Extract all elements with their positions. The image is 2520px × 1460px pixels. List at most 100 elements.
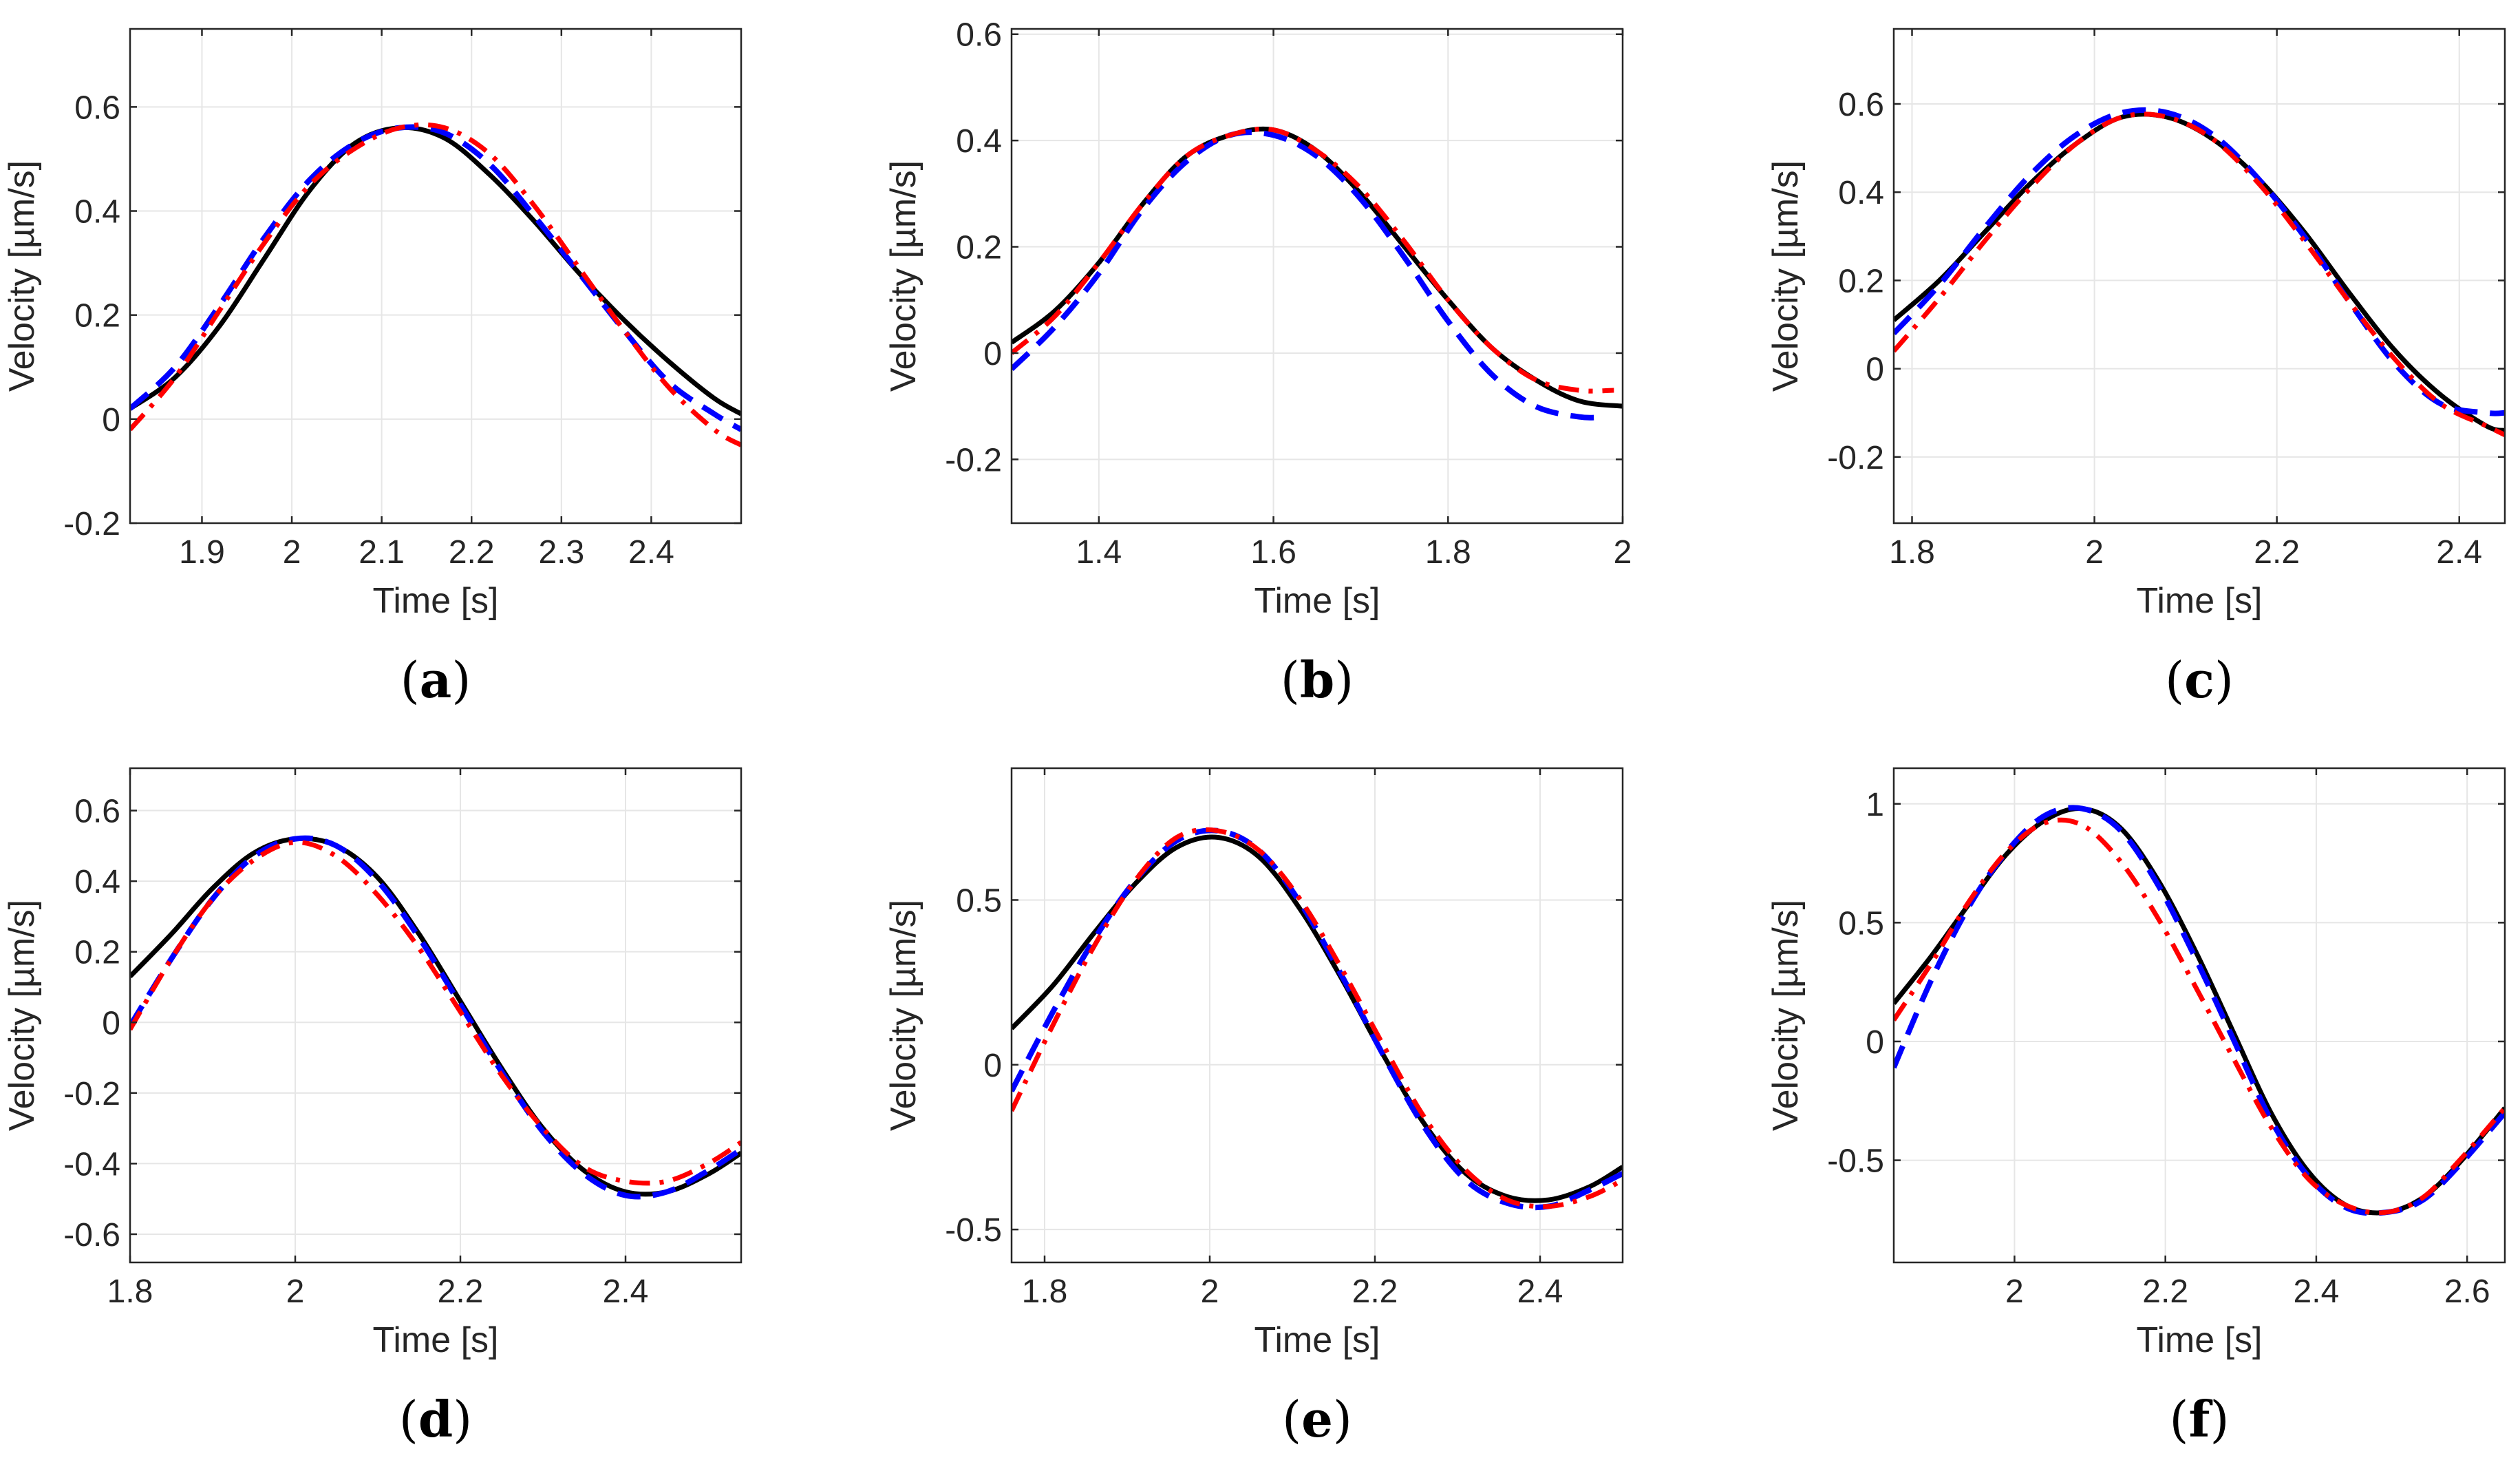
y-tick-label: 0.6 (74, 794, 120, 830)
y-axis-label: Velocity [µm/s] (2, 160, 42, 392)
y-tick-label: 0.4 (74, 194, 120, 231)
x-tick-label: 2 (286, 1273, 305, 1310)
x-tick-label: 2.2 (449, 534, 495, 571)
x-tick-label: 2 (1201, 1273, 1219, 1310)
chart-panel-d: 1.8 2 2.2 2.4 -0.6 -0.4 -0.2 0 0.2 0.4 0.6 Time [s]… (2, 767, 743, 1448)
y-tick-label: 0.6 (74, 89, 120, 126)
plot-area-frame (1892, 28, 2506, 525)
y-tick-label: -0.2 (945, 442, 1002, 478)
x-axis-label: Time [s] (373, 1320, 499, 1360)
x-axis-label: Time [s] (1254, 1320, 1380, 1360)
panel-label: (a) (401, 650, 471, 709)
y-tick-label: 0.6 (956, 17, 1002, 54)
y-tick-label: -0.5 (945, 1212, 1002, 1249)
y-tick-label: 0.4 (956, 123, 1002, 160)
panel-label: (f) (2169, 1390, 2229, 1448)
y-axis-label: Velocity [µm/s] (884, 160, 923, 392)
x-tick-label: 2 (283, 534, 301, 571)
x-tick-label: 2 (2005, 1273, 2024, 1310)
x-tick-label: 2.4 (2436, 534, 2482, 571)
series-line-red-dash-dot (1894, 817, 2505, 1216)
x-tick-label: 2.4 (1517, 1273, 1563, 1310)
x-tick-label: 1.4 (1076, 534, 1122, 571)
series-line-red-dash-dot (1012, 827, 1623, 1209)
x-tick-label: 2.1 (359, 534, 405, 571)
y-axis-label: Velocity [µm/s] (1766, 160, 1806, 392)
chart-panel-f: 2 2.2 2.4 2.6 -0.5 0 0.5 1 Time [s] Velocity [µm/… (1766, 767, 2506, 1448)
series-line-black-solid (1012, 834, 1623, 1203)
chart-panel-b: 1.4 1.6 1.8 2 -0.2 0 0.2 0.4 0.6 Time [s] Velocity… (884, 17, 1632, 709)
plot-area-frame (1010, 767, 1624, 1264)
y-tick-label: 0.5 (956, 882, 1002, 919)
x-tick-label: 1.9 (179, 534, 225, 571)
series-line-black-solid (1894, 806, 2505, 1216)
y-tick-label: 0.4 (74, 864, 120, 900)
y-tick-label: 0 (1866, 1024, 1884, 1061)
x-tick-label: 2.2 (1352, 1273, 1398, 1310)
x-axis-label: Time [s] (373, 581, 499, 621)
y-tick-label: -0.2 (1827, 440, 1884, 476)
y-tick-label: 0.5 (1838, 905, 1884, 942)
x-axis-label: Time [s] (2137, 581, 2263, 621)
panel-label: (d) (399, 1390, 473, 1448)
y-tick-label: -0.5 (1827, 1143, 1884, 1180)
x-tick-label: 2.4 (628, 534, 674, 571)
y-tick-label: -0.6 (63, 1217, 120, 1253)
y-tick-label: 0.2 (74, 298, 120, 335)
chart-panel-a: 1.9 2 2.1 2.2 2.3 2.4 -0.2 0 0.2 0.4 0.6 Time [s] Ve… (2, 28, 743, 709)
y-tick-label: -0.4 (63, 1146, 120, 1183)
series-line-blue-dashed (130, 124, 741, 432)
y-tick-label: 0 (983, 336, 1002, 372)
series-line-black-solid (130, 125, 741, 416)
panel-label: (c) (2165, 650, 2234, 709)
x-tick-label: 2.4 (603, 1273, 649, 1310)
series-line-red-dash-dot (130, 122, 741, 447)
y-axis-label: Velocity [µm/s] (1766, 900, 1806, 1131)
plot-area-frame (129, 767, 743, 1264)
y-tick-label: 0.6 (1838, 87, 1884, 123)
y-tick-label: 0.4 (1838, 175, 1884, 211)
y-tick-label: 0 (983, 1048, 1002, 1084)
series-line-red-dash-dot (1894, 112, 2505, 437)
chart-panel-e: 1.8 2 2.2 2.4 -0.5 0 0.5 Time [s] Velocity [µm/s… (884, 767, 1624, 1448)
x-tick-label: 2.3 (538, 534, 584, 571)
x-tick-label: 2.4 (2294, 1273, 2340, 1310)
x-tick-label: 1.8 (1889, 534, 1935, 571)
series-line-blue-dashed (130, 835, 741, 1200)
y-tick-label: -0.2 (63, 1076, 120, 1112)
series-line-red-dash-dot (130, 840, 741, 1186)
series-line-blue-dashed (1894, 805, 2505, 1216)
x-tick-label: 2.2 (438, 1273, 484, 1310)
y-tick-label: 0 (102, 402, 120, 438)
chart-panel-c: 1.8 2 2.2 2.4 -0.2 0 0.2 0.4 0.6 Time [s] Velocity… (1766, 28, 2506, 709)
y-tick-label: 0.2 (956, 230, 1002, 266)
x-axis-label: Time [s] (1254, 581, 1380, 621)
x-tick-label: 2 (2085, 534, 2104, 571)
y-axis-label: Velocity [µm/s] (2, 900, 42, 1131)
panel-label: (b) (1281, 650, 1354, 709)
y-tick-label: -0.2 (63, 506, 120, 542)
plot-area-frame (129, 28, 743, 525)
series-line-blue-dashed (1012, 827, 1623, 1211)
x-tick-label: 1.8 (1425, 534, 1471, 571)
x-tick-label: 2.2 (2254, 534, 2300, 571)
plot-area-frame (1892, 767, 2506, 1264)
y-tick-label: 0.2 (74, 935, 120, 971)
y-tick-label: 0 (1866, 352, 1884, 388)
y-tick-label: 0 (102, 1005, 120, 1041)
x-tick-label: 2 (1614, 534, 1632, 571)
x-axis-label: Time [s] (2137, 1320, 2263, 1360)
y-tick-label: 0.2 (1838, 263, 1884, 299)
series-line-black-solid (130, 836, 741, 1197)
plot-area-frame (1010, 28, 1624, 525)
y-tick-label: 1 (1866, 787, 1884, 823)
series-line-black-solid (1012, 126, 1623, 409)
panel-label: (e) (1282, 1390, 1352, 1448)
x-tick-label: 1.8 (107, 1273, 153, 1310)
x-tick-label: 1.8 (1022, 1273, 1068, 1310)
x-tick-label: 2.2 (2142, 1273, 2188, 1310)
x-tick-label: 1.6 (1250, 534, 1296, 571)
series-line-red-dash-dot (1012, 126, 1614, 394)
y-axis-label: Velocity [µm/s] (884, 900, 923, 1131)
